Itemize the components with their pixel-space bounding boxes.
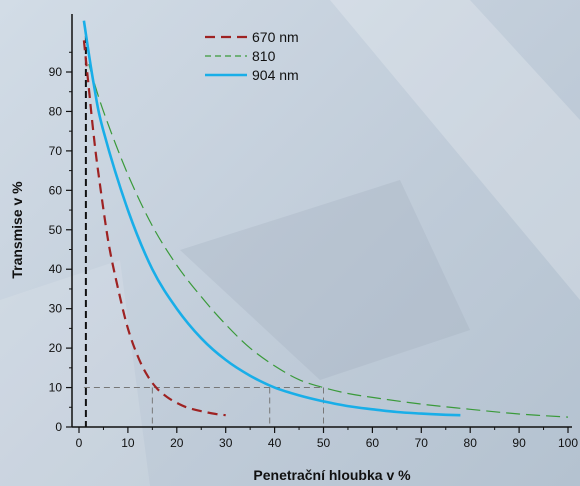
x-tick-label: 70 <box>415 436 429 450</box>
legend-label: 670 nm <box>252 29 299 45</box>
reference-lines <box>83 36 324 427</box>
x-tick-label: 30 <box>219 436 233 450</box>
y-tick-label: 50 <box>49 223 63 237</box>
legend: 670 nm 810 904 nm <box>205 29 299 83</box>
x-tick-label: 90 <box>512 436 526 450</box>
y-tick-label: 60 <box>49 183 63 197</box>
y-axis-title: Transmise v % <box>9 181 25 279</box>
deco-shape <box>0 260 150 486</box>
x-tick-label: 20 <box>170 436 184 450</box>
x-tick-label: 40 <box>268 436 282 450</box>
x-axis-title: Penetrační hloubka v % <box>253 467 411 483</box>
series-line <box>82 40 226 417</box>
x-tick-label: 60 <box>366 436 380 450</box>
series-line <box>88 63 569 418</box>
y-tick-label: 10 <box>49 381 63 395</box>
y-tick-label: 30 <box>49 302 63 316</box>
y-tick-label: 90 <box>49 65 63 79</box>
deco-shape <box>330 0 580 300</box>
deco-shape <box>180 180 470 380</box>
series-lines <box>82 20 569 418</box>
legend-label: 810 <box>252 48 276 64</box>
y-tick-label: 20 <box>49 341 63 355</box>
y-tick-label: 70 <box>49 144 63 158</box>
y-tick-label: 0 <box>55 420 62 434</box>
x-tick-label: 10 <box>121 436 135 450</box>
y-tick-label: 40 <box>49 262 63 276</box>
legend-label: 904 nm <box>252 67 299 83</box>
y-tick-label: 80 <box>49 104 63 118</box>
x-tick-label: 100 <box>558 436 578 450</box>
axes: 0 10 20 30 40 50 60 70 80 90 0 10 20 30 40 50 60 70 80 90 10… <box>49 14 578 450</box>
series-line <box>82 20 461 417</box>
x-tick-label: 50 <box>317 436 331 450</box>
x-tick-label: 0 <box>76 436 83 450</box>
x-tick-label: 80 <box>464 436 478 450</box>
